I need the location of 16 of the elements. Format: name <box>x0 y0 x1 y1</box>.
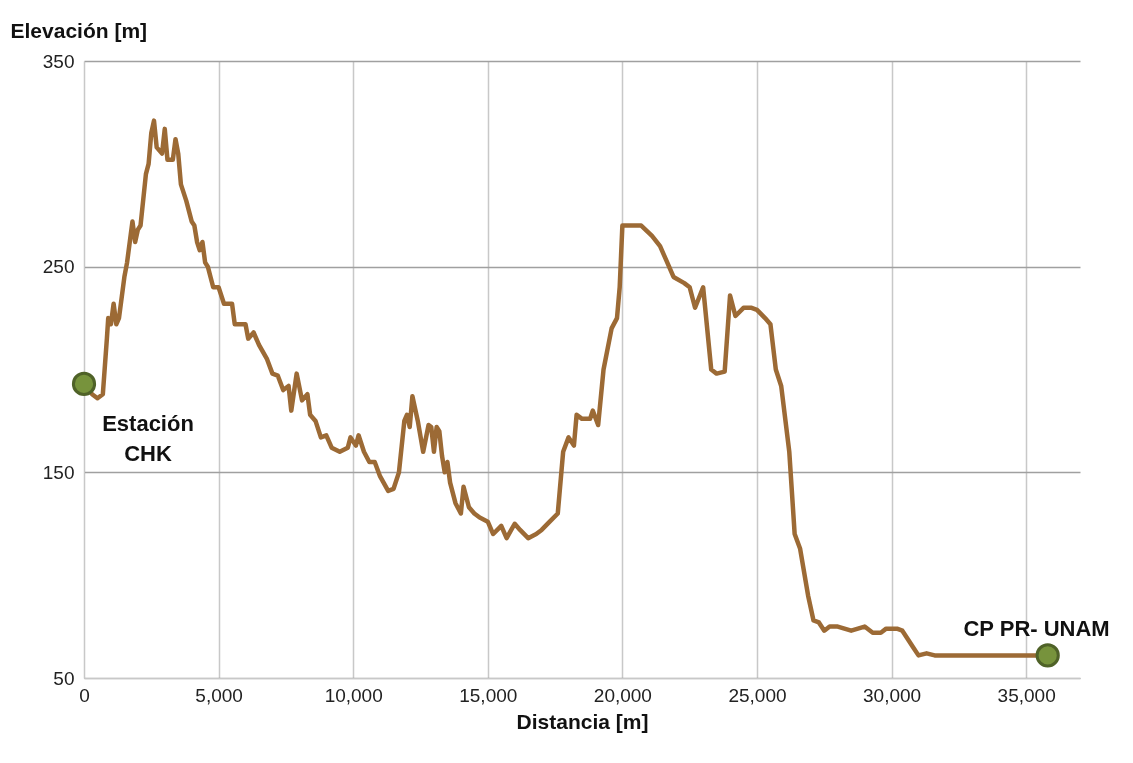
x-tick-label: 15,000 <box>459 684 518 706</box>
y-axis-title: Elevación [m] <box>10 18 148 42</box>
y-tick-label: 350 <box>42 50 75 72</box>
y-tick-label: 50 <box>53 667 75 689</box>
x-tick-label: 10,000 <box>324 684 383 706</box>
x-axis-title: Distancia [m] <box>516 709 649 733</box>
x-tick-label: 20,000 <box>593 684 652 706</box>
annotation: CP PR- UNAM <box>963 616 1110 642</box>
x-tick-label: 0 <box>79 684 90 706</box>
x-tick-label: 35,000 <box>997 684 1056 706</box>
x-tick-label: 25,000 <box>728 684 787 706</box>
x-tick-label: 5,000 <box>195 684 243 706</box>
y-tick-label: 250 <box>42 256 75 278</box>
x-tick-label: 30,000 <box>863 684 922 706</box>
annotation: Estación CHK <box>102 410 194 466</box>
y-tick-label: 150 <box>42 461 75 483</box>
